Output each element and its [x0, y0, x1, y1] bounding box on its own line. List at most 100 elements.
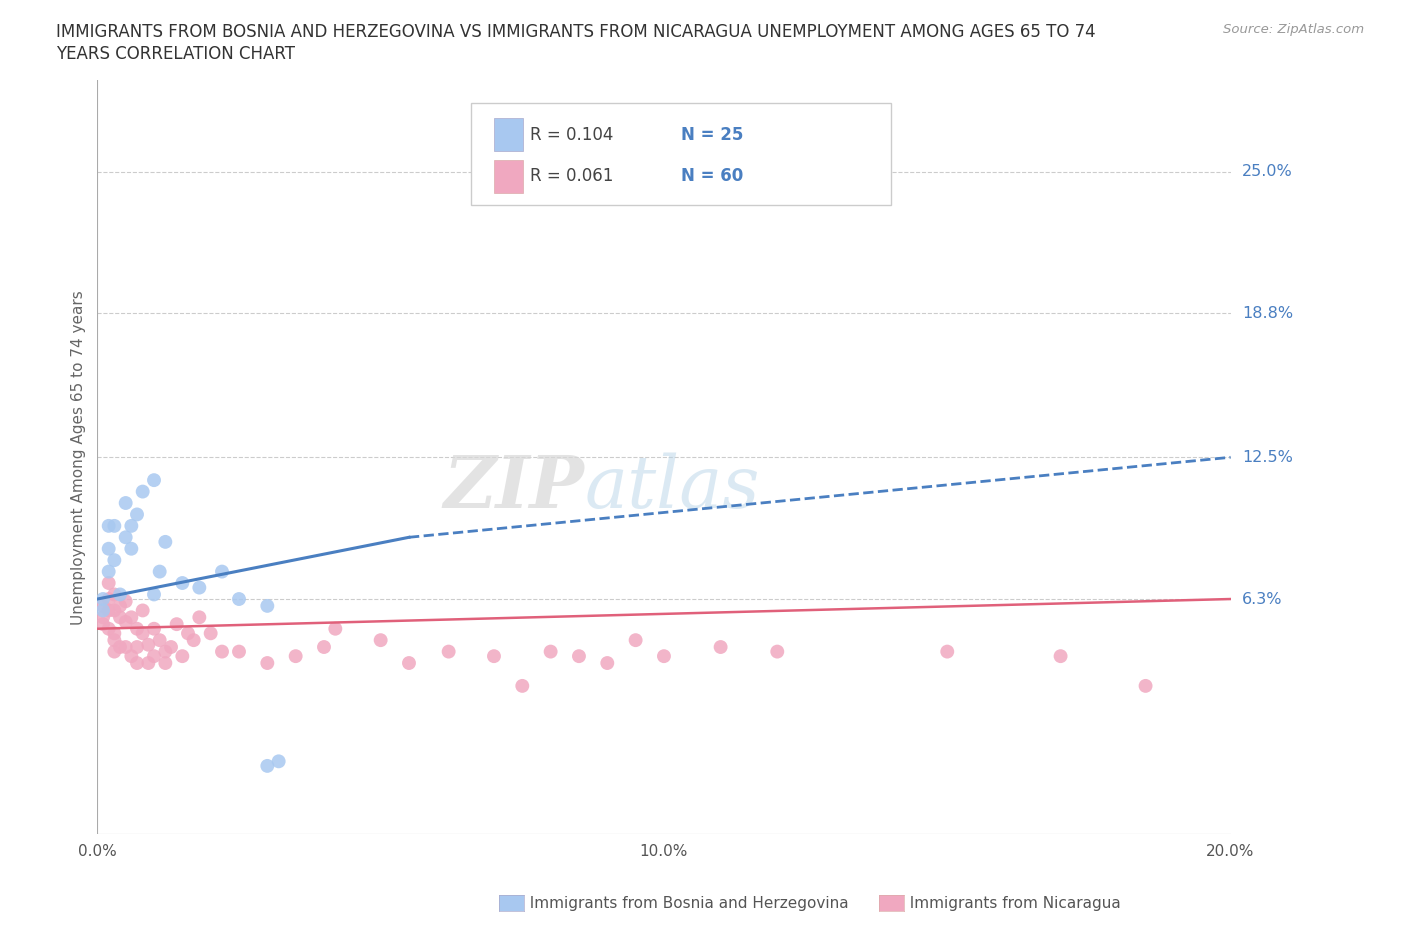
Point [155, 644, 177, 659]
Point [120, 518, 142, 533]
Point [108, 598, 131, 613]
Text: IMMIGRANTS FROM BOSNIA AND HERZEGOVINA VS IMMIGRANTS FROM NICARAGUA UNEMPLOYMENT: IMMIGRANTS FROM BOSNIA AND HERZEGOVINA V… [56, 23, 1095, 41]
Point [155, 535, 177, 550]
Point [97, 518, 120, 533]
Text: 25.0%: 25.0% [1241, 164, 1292, 179]
Point [131, 485, 153, 499]
Text: ZIP: ZIP [444, 452, 585, 523]
FancyBboxPatch shape [471, 102, 890, 205]
Point [125, 656, 148, 671]
Point [166, 617, 188, 631]
Point [143, 587, 166, 602]
Point [114, 530, 136, 545]
Point [114, 640, 136, 655]
Point [710, 640, 733, 655]
Point [652, 649, 675, 664]
Point [267, 754, 290, 769]
Point [103, 518, 125, 533]
Text: 18.8%: 18.8% [1241, 306, 1294, 321]
Point [103, 632, 125, 647]
Point [97, 603, 120, 618]
Point [114, 615, 136, 630]
Point [125, 640, 148, 655]
Point [160, 640, 183, 655]
Text: Immigrants from Bosnia and Herzegovina: Immigrants from Bosnia and Herzegovina [520, 897, 849, 911]
Point [624, 632, 647, 647]
Point [211, 565, 233, 579]
Point [97, 621, 120, 636]
Point [97, 576, 120, 591]
Point [125, 621, 148, 636]
Point [256, 598, 278, 613]
Y-axis label: Unemployment Among Ages 65 to 74 years: Unemployment Among Ages 65 to 74 years [72, 290, 86, 625]
Text: N = 60: N = 60 [681, 167, 744, 185]
Point [120, 649, 142, 664]
Text: 6.3%: 6.3% [1241, 591, 1282, 606]
Point [114, 496, 136, 511]
Point [1135, 679, 1157, 694]
Point [91, 591, 114, 606]
Point [103, 552, 125, 567]
Point [155, 656, 177, 671]
Point [284, 649, 307, 664]
Point [172, 649, 194, 664]
Text: R = 0.104: R = 0.104 [530, 126, 613, 144]
Point [125, 507, 148, 522]
Point [540, 644, 562, 659]
Point [138, 637, 160, 652]
Text: R = 0.061: R = 0.061 [530, 167, 613, 185]
Point [108, 587, 131, 602]
Point [482, 649, 505, 664]
Point [936, 644, 959, 659]
Point [211, 644, 233, 659]
Point [108, 610, 131, 625]
Text: atlas: atlas [585, 452, 761, 523]
Point [312, 640, 335, 655]
Point [103, 626, 125, 641]
Point [91, 603, 114, 618]
FancyBboxPatch shape [494, 118, 523, 152]
Point [91, 610, 114, 625]
Point [143, 649, 166, 664]
Point [177, 626, 200, 641]
FancyBboxPatch shape [494, 160, 523, 193]
Point [437, 644, 460, 659]
Point [323, 621, 346, 636]
Point [228, 644, 250, 659]
Point [188, 610, 211, 625]
Point [370, 632, 392, 647]
Point [568, 649, 591, 664]
Point [188, 580, 211, 595]
Text: Immigrants from Nicaragua: Immigrants from Nicaragua [900, 897, 1121, 911]
Point [143, 472, 166, 487]
Point [149, 565, 172, 579]
Point [1049, 649, 1071, 664]
Point [103, 603, 125, 618]
Text: Source: ZipAtlas.com: Source: ZipAtlas.com [1223, 23, 1364, 36]
Point [131, 626, 153, 641]
Point [120, 610, 142, 625]
Point [143, 621, 166, 636]
Point [596, 656, 619, 671]
Point [398, 656, 420, 671]
Text: YEARS CORRELATION CHART: YEARS CORRELATION CHART [56, 45, 295, 62]
Text: 12.5%: 12.5% [1241, 450, 1292, 465]
Point [120, 541, 142, 556]
Point [183, 632, 205, 647]
Point [256, 759, 278, 774]
Point [114, 594, 136, 609]
Point [103, 644, 125, 659]
Point [256, 656, 278, 671]
Point [510, 679, 533, 694]
Point [97, 565, 120, 579]
Point [91, 598, 114, 613]
Point [131, 603, 153, 618]
Point [138, 656, 160, 671]
Point [228, 591, 250, 606]
Point [200, 626, 222, 641]
Point [172, 576, 194, 591]
Text: N = 25: N = 25 [681, 126, 744, 144]
Point [103, 587, 125, 602]
Point [91, 617, 114, 631]
Point [149, 632, 172, 647]
